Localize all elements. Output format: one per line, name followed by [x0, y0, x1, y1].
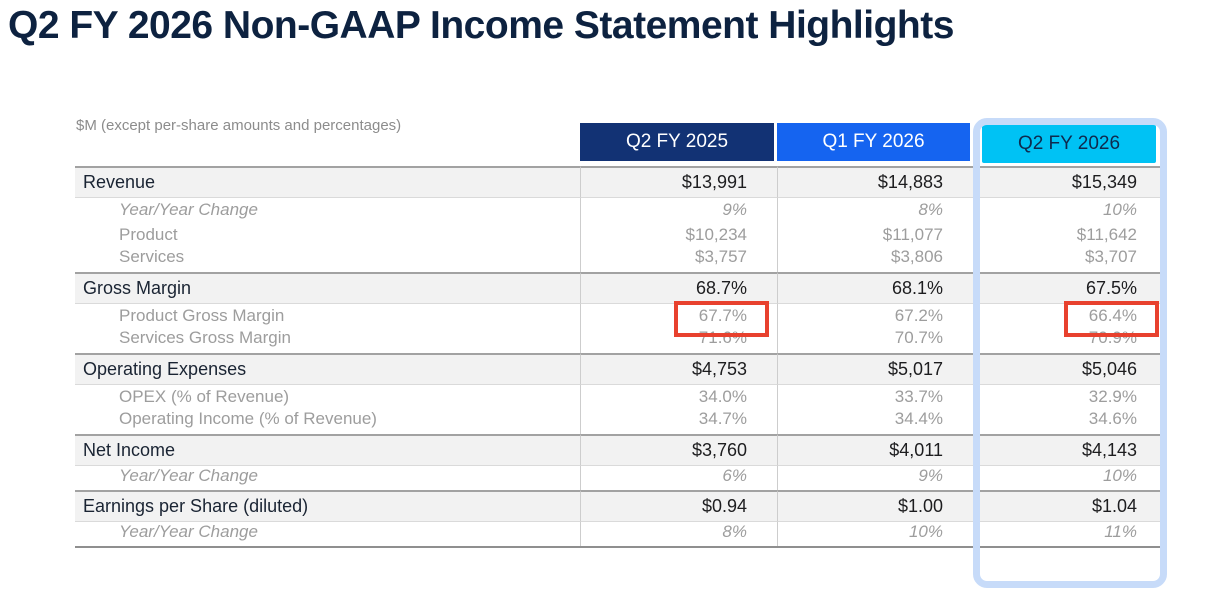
row-label-net-income: Net Income: [75, 434, 580, 465]
cell-eps-q1fy2026: $1.00: [777, 490, 973, 521]
row-label-eps-diluted: Earnings per Share (diluted): [75, 490, 580, 521]
row-label-gross-margin: Gross Margin: [75, 272, 580, 303]
cell-product-gross-margin-q2fy2026: 66.4%: [973, 301, 1167, 337]
cell-product-q2fy2026: $11,642: [973, 222, 1167, 247]
column-header-q1fy2026: Q1 FY 2026: [777, 123, 970, 161]
income-statement-table: Q2 FY 2025 Q1 FY 2026 Q2 FY 2026 Revenue…: [75, 118, 1167, 588]
cell-net-income-q2fy2026: $4,143: [973, 434, 1167, 465]
cell-services-q2fy2025: $3,757: [580, 247, 777, 272]
cell-gross-margin-q2fy2026: 67.5%: [973, 272, 1167, 303]
cell-net-income-yy-q1fy2026: 9%: [777, 465, 973, 490]
column-header-q2fy2026: Q2 FY 2026: [982, 125, 1156, 163]
page-title: Q2 FY 2026 Non-GAAP Income Statement Hig…: [8, 4, 954, 47]
cell-net-income-yy-q2fy2026: 10%: [973, 465, 1167, 490]
cell-product-gross-margin-q2fy2025: 67.7%: [580, 301, 777, 337]
cell-eps-yy-q2fy2025: 8%: [580, 521, 777, 546]
cell-services-q1fy2026: $3,806: [777, 247, 973, 272]
row-label-opex-pct-revenue: OPEX (% of Revenue): [75, 384, 580, 409]
cell-op-income-pct-q2fy2025: 34.7%: [580, 409, 777, 434]
cell-product-gross-margin-q1fy2026: 67.2%: [777, 303, 973, 328]
row-label-product: Product: [119, 224, 178, 244]
column-header-cell: Q2 FY 2026: [973, 123, 1167, 166]
row-label-revenue: Revenue: [75, 166, 580, 197]
cell-value: 67.7%: [698, 306, 747, 325]
cell-net-income-q2fy2025: $3,760: [580, 434, 777, 465]
cell-services-gross-margin-q2fy2026: 70.9%: [973, 328, 1167, 353]
row-label-operating-expenses: Operating Expenses: [75, 353, 580, 384]
row-label-product-gross-margin: Product Gross Margin: [75, 303, 580, 328]
cell-revenue-yy-q2fy2025: 9%: [580, 197, 777, 222]
cell-services-gross-margin-q2fy2025: 71.6%: [580, 328, 777, 353]
column-header-q2fy2025: Q2 FY 2025: [580, 123, 774, 161]
cell-opex-pct-q2fy2026: 32.9%: [973, 384, 1167, 409]
cell-revenue-yy-q2fy2026: 10%: [973, 197, 1167, 222]
cell-revenue-q1fy2026: $14,883: [777, 166, 973, 197]
cell-services-gross-margin-q1fy2026: 70.7%: [777, 328, 973, 353]
row-label-net-income-yy-change: Year/Year Change: [75, 465, 580, 490]
cell-op-income-pct-q2fy2026: 34.6%: [973, 409, 1167, 434]
column-header-cell: Q1 FY 2026: [777, 123, 973, 166]
row-label-services: Services: [119, 247, 185, 266]
header-spacer: [75, 123, 580, 166]
cell-services-q2fy2026: $3,707: [973, 247, 1167, 272]
cell-eps-q2fy2026: $1.04: [973, 490, 1167, 521]
cell-opex-q1fy2026: $5,017: [777, 353, 973, 384]
row-label-eps-yy-change: Year/Year Change: [75, 521, 580, 546]
table-grid: Q2 FY 2025 Q1 FY 2026 Q2 FY 2026 Revenue…: [75, 118, 1167, 588]
cell-opex-q2fy2026: $5,046: [973, 353, 1167, 384]
cell-eps-yy-q2fy2026: 11%: [973, 521, 1167, 546]
cell-opex-pct-q1fy2026: 33.7%: [777, 384, 973, 409]
column-header-cell: Q2 FY 2025: [580, 123, 777, 166]
cell-product-q2fy2025: $10,234: [580, 222, 777, 247]
row-label-revenue-yy-change: Year/Year Change: [75, 197, 580, 222]
cell-op-income-pct-q1fy2026: 34.4%: [777, 409, 973, 434]
cell-opex-q2fy2025: $4,753: [580, 353, 777, 384]
units-note: $M (except per-share amounts and percent…: [76, 117, 402, 134]
row-label-operating-income-pct-revenue: Operating Income (% of Revenue): [119, 409, 377, 428]
cell-revenue-yy-q1fy2026: 8%: [777, 197, 973, 222]
cell-gross-margin-q1fy2026: 68.1%: [777, 272, 973, 303]
cell-revenue-q2fy2025: $13,991: [580, 166, 777, 197]
cell-eps-q2fy2025: $0.94: [580, 490, 777, 521]
cell-gross-margin-q2fy2025: 68.7%: [580, 272, 777, 303]
cell-product-q1fy2026: $11,077: [777, 222, 973, 247]
cell-revenue-q2fy2026: $15,349: [973, 166, 1167, 197]
cell-net-income-yy-q2fy2025: 6%: [580, 465, 777, 490]
cell-opex-pct-q2fy2025: 34.0%: [580, 384, 777, 409]
cell-eps-yy-q1fy2026: 10%: [777, 521, 973, 546]
cell-value: 66.4%: [1088, 306, 1137, 325]
cell-net-income-q1fy2026: $4,011: [777, 434, 973, 465]
row-label-services-gross-margin: Services Gross Margin: [119, 328, 291, 347]
